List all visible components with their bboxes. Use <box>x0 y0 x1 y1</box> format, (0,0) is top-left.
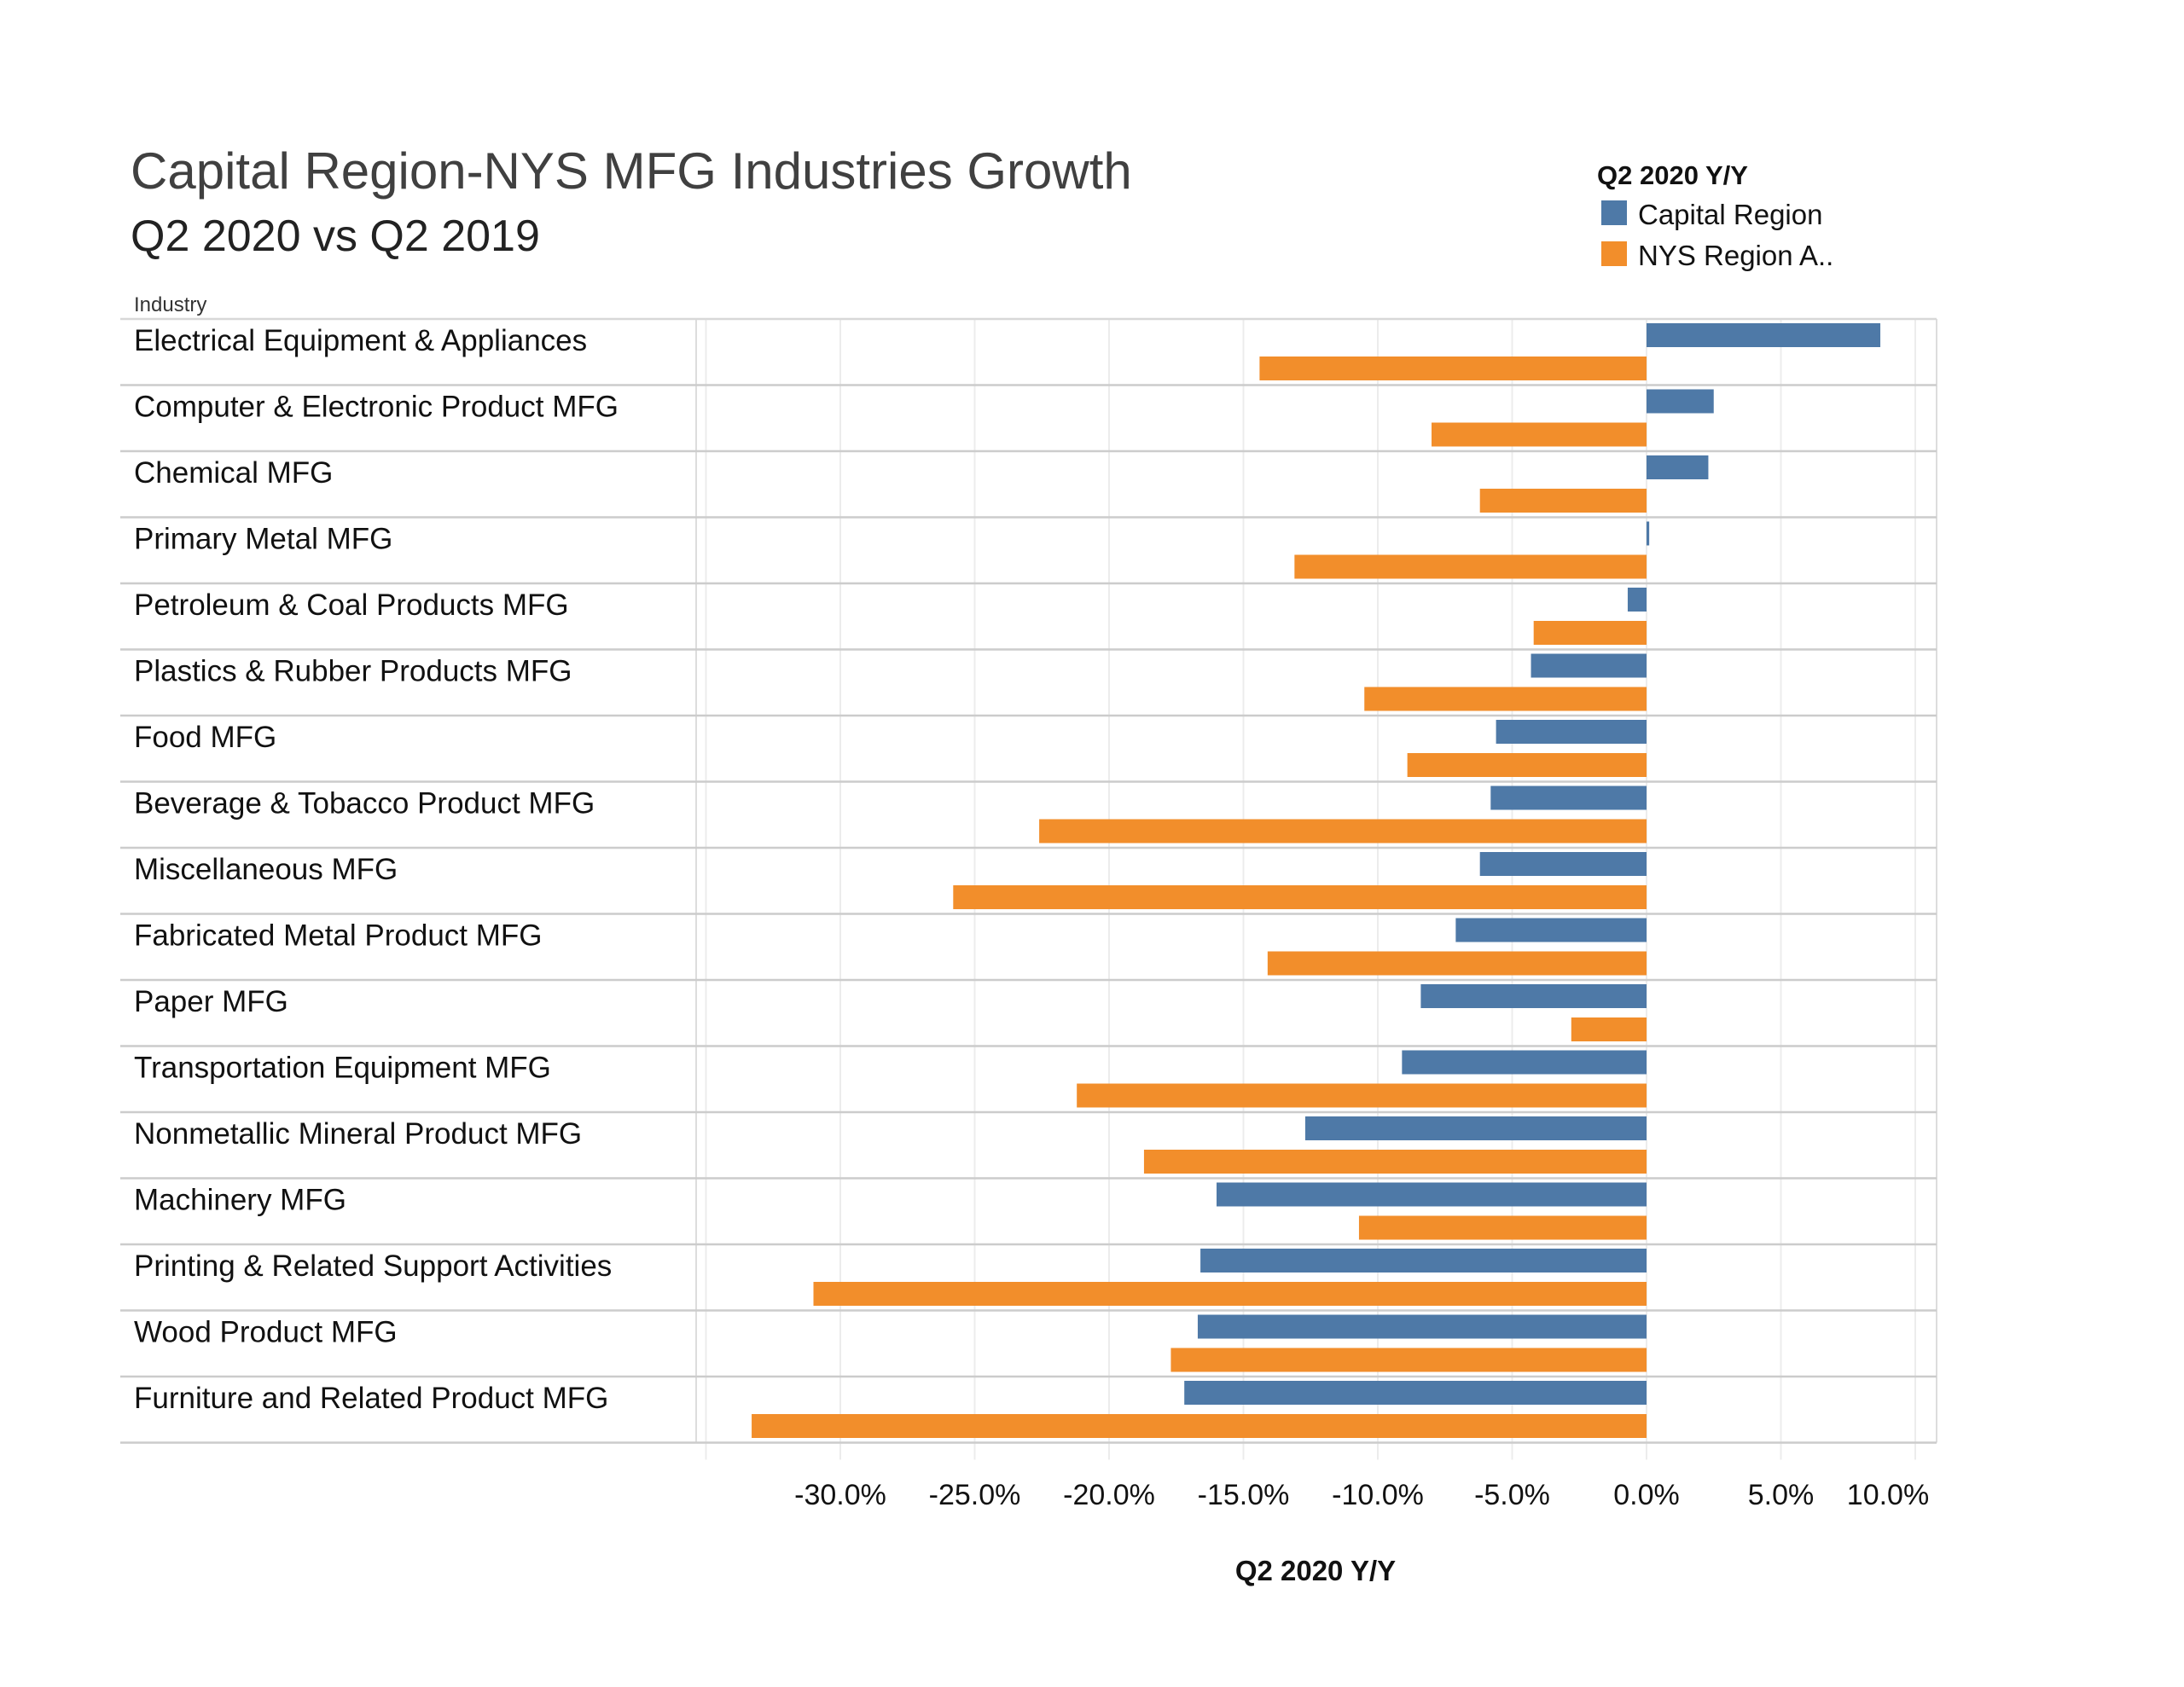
x-tick-label: -30.0% <box>794 1479 886 1511</box>
category-label: Beverage & Tobacco Product MFG <box>134 787 595 820</box>
legend: Q2 2020 Y/Y Capital Region NYS Region A.… <box>1597 160 1833 271</box>
bar-nys-region[interactable] <box>1143 1150 1647 1174</box>
category-label: Wood Product MFG <box>134 1316 398 1349</box>
bar-nys-region[interactable] <box>1077 1083 1647 1108</box>
category-labels: Electrical Equipment & Appliances Compute… <box>134 324 619 1415</box>
bar-capital-region[interactable] <box>1479 852 1647 876</box>
chart-subtitle: Q2 2020 vs Q2 2019 <box>131 212 540 261</box>
bar-nys-region[interactable] <box>1364 687 1647 711</box>
bar-capital-region[interactable] <box>1402 1050 1647 1075</box>
bar-nys-region[interactable] <box>1259 357 1647 380</box>
x-tick-label: 5.0% <box>1748 1479 1815 1511</box>
bar-nys-region[interactable] <box>1432 422 1647 447</box>
category-label: Furniture and Related Product MFG <box>134 1382 608 1415</box>
bar-nys-region[interactable] <box>953 885 1647 909</box>
category-label: Paper MFG <box>134 985 288 1018</box>
bar-capital-region[interactable] <box>1455 918 1647 942</box>
bar-nys-region[interactable] <box>1039 819 1647 844</box>
x-axis-ticks: -30.0% -25.0% -20.0% -15.0% -10.0% -5.0% 0.0% 5… <box>794 1479 1929 1511</box>
x-axis-title: Q2 2020 Y/Y <box>1235 1555 1396 1586</box>
bar-nys-region[interactable] <box>813 1282 1647 1306</box>
bar-capital-region[interactable] <box>1531 653 1647 678</box>
row-header-industry: Industry <box>134 293 206 316</box>
bar-capital-region[interactable] <box>1647 455 1709 479</box>
category-label: Primary Metal MFG <box>134 523 392 556</box>
x-tick-label: 10.0% <box>1847 1479 1929 1511</box>
x-tick-label: -5.0% <box>1474 1479 1550 1511</box>
category-label: Food MFG <box>134 721 276 754</box>
category-label: Plastics & Rubber Products MFG <box>134 655 572 688</box>
bar-nys-region[interactable] <box>1479 489 1647 513</box>
category-label: Miscellaneous MFG <box>134 853 398 886</box>
bars <box>752 323 1881 1438</box>
bar-capital-region[interactable] <box>1197 1314 1647 1339</box>
bar-capital-region[interactable] <box>1627 588 1647 612</box>
bar-nys-region[interactable] <box>1170 1348 1647 1372</box>
category-label: Computer & Electronic Product MFG <box>134 391 619 424</box>
legend-swatch-capital-region[interactable] <box>1601 200 1627 225</box>
category-label: Nonmetallic Mineral Product MFG <box>134 1117 582 1151</box>
bar-capital-region[interactable] <box>1304 1116 1647 1140</box>
bar-nys-region[interactable] <box>1267 951 1647 976</box>
category-label: Chemical MFG <box>134 456 333 490</box>
bar-nys-region[interactable] <box>1358 1215 1647 1240</box>
chart-title: Capital Region-NYS MFG Industries Growth <box>131 142 1132 200</box>
bar-nys-region[interactable] <box>752 1414 1647 1438</box>
x-tick-label: -20.0% <box>1063 1479 1155 1511</box>
x-tick-label: 0.0% <box>1613 1479 1680 1511</box>
bar-capital-region[interactable] <box>1420 984 1647 1008</box>
category-label: Fabricated Metal Product MFG <box>134 919 543 953</box>
bar-capital-region[interactable] <box>1217 1182 1647 1207</box>
bar-capital-region[interactable] <box>1200 1249 1647 1272</box>
category-label: Electrical Equipment & Appliances <box>134 324 587 357</box>
x-tick-label: -25.0% <box>929 1479 1021 1511</box>
bar-capital-region[interactable] <box>1647 521 1650 546</box>
bar-nys-region[interactable] <box>1407 753 1647 777</box>
x-tick-label: -15.0% <box>1198 1479 1290 1511</box>
bar-nys-region[interactable] <box>1533 621 1647 645</box>
legend-label-capital-region[interactable]: Capital Region <box>1638 199 1822 230</box>
bar-capital-region[interactable] <box>1647 389 1714 414</box>
legend-label-nys-region[interactable]: NYS Region A.. <box>1638 240 1833 271</box>
x-tick-label: -10.0% <box>1332 1479 1424 1511</box>
category-label: Transportation Equipment MFG <box>134 1052 551 1085</box>
row-separators <box>120 317 1937 1444</box>
bar-capital-region[interactable] <box>1496 720 1647 744</box>
bar-capital-region[interactable] <box>1647 323 1881 347</box>
category-label: Petroleum & Coal Products MFG <box>134 588 569 622</box>
legend-swatch-nys-region[interactable] <box>1601 241 1627 266</box>
legend-title: Q2 2020 Y/Y <box>1597 160 1748 190</box>
bar-nys-region[interactable] <box>1571 1017 1647 1041</box>
bar-nys-region[interactable] <box>1294 554 1647 579</box>
category-label: Printing & Related Support Activities <box>134 1249 612 1283</box>
bar-capital-region[interactable] <box>1490 786 1647 810</box>
bar-capital-region[interactable] <box>1184 1381 1647 1405</box>
category-label: Machinery MFG <box>134 1184 346 1217</box>
